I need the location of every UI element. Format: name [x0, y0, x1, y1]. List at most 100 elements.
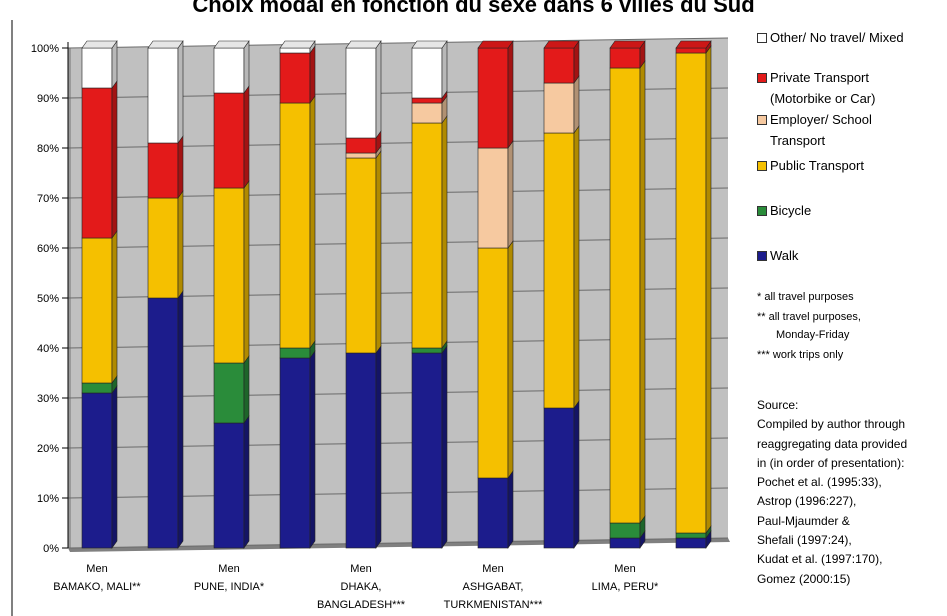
bar-side	[177, 190, 184, 299]
bar-face	[675, 532, 707, 539]
bar-segment-public-transport	[213, 180, 250, 364]
bar-segment-public-transport	[543, 125, 580, 409]
x-axis-label: Men	[86, 563, 107, 575]
bar-segment-walk	[213, 415, 250, 549]
note-work-trips: *** work trips only	[757, 349, 844, 361]
bar-face	[675, 537, 707, 549]
bar-top	[213, 40, 250, 49]
bar-face	[477, 47, 509, 149]
bar-top	[543, 40, 580, 49]
bar-segment-walk	[345, 345, 382, 549]
bar-top	[279, 40, 316, 49]
x-axis-label: TURKMENISTAN***	[444, 599, 544, 611]
bar-side	[375, 150, 382, 354]
bar-face	[477, 147, 509, 249]
bar-side	[243, 415, 250, 549]
bar-segment-employer-school-transport	[477, 140, 514, 249]
source-line: Kudat et al. (1997:170),	[757, 552, 883, 567]
bar-side	[573, 125, 580, 409]
bar-face	[345, 352, 377, 549]
bar-face	[609, 537, 641, 549]
bar-segment-bicycle	[609, 515, 646, 539]
bar-side	[507, 140, 514, 249]
bar-segment-bicycle	[213, 355, 250, 424]
bar-segment-private-transport-motorbike-or-car-	[477, 40, 514, 149]
bar-face	[477, 247, 509, 479]
legend-swatch-public	[757, 161, 767, 171]
bar-face	[279, 47, 311, 54]
bar-side	[573, 75, 580, 134]
legend-label-private-2: (Motorbike or Car)	[770, 91, 876, 106]
bar-top	[411, 40, 448, 49]
note-all-purposes: * all travel purposes	[757, 291, 854, 303]
bar-segment-walk	[81, 385, 118, 549]
bar-side	[441, 40, 448, 99]
bar-face	[609, 67, 641, 524]
bar-side	[639, 60, 646, 524]
source-line: Gomez (2000:15)	[757, 571, 851, 586]
legend-swatch-walk	[757, 251, 767, 261]
bar-side	[375, 345, 382, 549]
x-axis-label: DHAKA,	[341, 581, 382, 593]
bar-face	[81, 237, 113, 384]
bar-segment-employer-school-transport	[411, 95, 448, 124]
bar-face	[345, 137, 377, 154]
bar-segment-private-transport-motorbike-or-car-	[279, 45, 316, 104]
bar-segment-other-no-travel-mixed	[411, 40, 448, 99]
legend-label-private: Private Transport	[770, 70, 869, 85]
bar-face	[213, 362, 245, 424]
source-line: Compiled by author through	[757, 417, 906, 432]
y-tick-label: 80%	[37, 143, 59, 155]
bar-face	[543, 407, 575, 549]
y-tick-label: 0%	[43, 543, 59, 555]
bar-side	[507, 40, 514, 149]
bar-face	[345, 157, 377, 354]
y-axis: 0% 10% 20% 30% 40% 50% 60% 70% 80% 90% 100%	[11, 20, 69, 616]
bar-face	[411, 122, 443, 349]
bar-segment-private-transport-motorbike-or-car-	[543, 40, 580, 84]
source-line: in (in order of presentation):	[757, 455, 905, 470]
legend-label-public: Public Transport	[770, 158, 864, 173]
bar-segment-public-transport	[279, 95, 316, 349]
x-axis-labels: Men BAMAKO, MALI** Men PUNE, INDIA* Men DHAKA…	[53, 563, 659, 611]
bar-face	[411, 352, 443, 549]
bar-face	[675, 47, 707, 54]
bar-face	[213, 422, 245, 549]
y-tick-label: 50%	[37, 293, 59, 305]
x-axis-label: Men	[614, 563, 635, 575]
bar-top	[147, 40, 184, 49]
bar-side	[705, 45, 712, 534]
bar-segment-other-no-travel-mixed	[147, 40, 184, 144]
legend-label-employer-2: Transport	[770, 133, 826, 148]
bar-side	[309, 45, 316, 104]
legend-label-employer: Employer/ School	[770, 112, 872, 127]
bar-segment-public-transport	[609, 60, 646, 524]
bar-segment-private-transport-motorbike-or-car-	[213, 85, 250, 189]
note-weekday: ** all travel purposes,	[757, 311, 861, 323]
bar-side	[507, 240, 514, 479]
y-tick-label: 70%	[37, 193, 59, 205]
x-axis-label: Men	[482, 563, 503, 575]
bar-top	[609, 40, 646, 49]
bar-side	[243, 40, 250, 94]
bar-face	[213, 187, 245, 364]
bar-side	[111, 230, 118, 384]
bar-side	[507, 470, 514, 549]
bar-segment-employer-school-transport	[543, 75, 580, 134]
bar-side	[441, 115, 448, 349]
bar-side	[441, 345, 448, 549]
bar-segment-public-transport	[477, 240, 514, 479]
y-tick-label: 20%	[37, 443, 59, 455]
bar-face	[609, 522, 641, 539]
bar-segment-private-transport-motorbike-or-car-	[147, 135, 184, 199]
legend-label-bicycle: Bicycle	[770, 203, 812, 218]
source-line: Source:	[757, 398, 799, 412]
bar-face	[411, 47, 443, 99]
bar-side	[111, 80, 118, 239]
x-axis-label: Men	[218, 563, 239, 575]
bar-face	[213, 47, 245, 94]
bar-side	[177, 290, 184, 549]
bar-face	[543, 132, 575, 409]
y-tick-label: 10%	[37, 493, 59, 505]
y-tick-label: 100%	[31, 43, 59, 55]
